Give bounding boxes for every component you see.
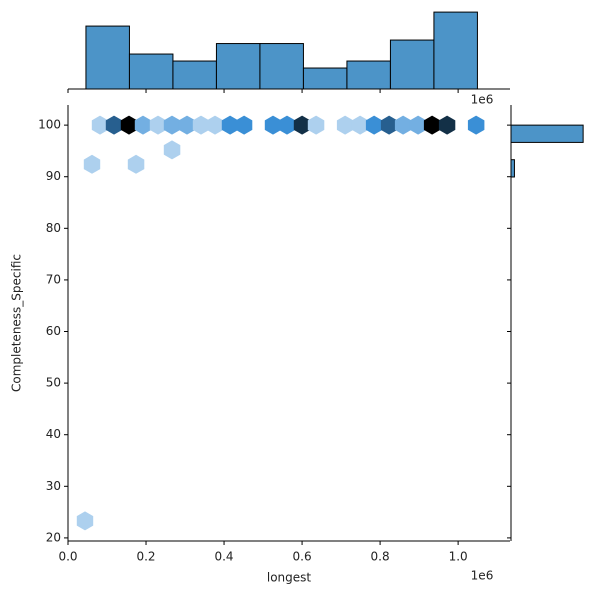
hexbin — [163, 140, 181, 160]
hexbin — [380, 115, 398, 135]
hexbin — [394, 115, 412, 135]
hexbin — [235, 115, 253, 135]
top-hist-bar — [128, 53, 174, 90]
hexbin — [105, 115, 123, 135]
x-offset-label: 1e6 — [471, 569, 494, 583]
hexbin — [438, 115, 456, 135]
top-offset-label: 1e6 — [471, 93, 494, 107]
hexbin — [409, 115, 427, 135]
y-tick-label: 60 — [46, 324, 61, 338]
right-hist-bar — [510, 124, 584, 143]
x-tick-label: 0.2 — [136, 550, 155, 564]
hexbin — [278, 115, 296, 135]
hexbin — [467, 115, 485, 135]
top-hist-bar — [302, 67, 348, 90]
y-tick-label: 30 — [46, 479, 61, 493]
x-tick-label: 0.0 — [58, 550, 77, 564]
hexbin — [83, 154, 101, 174]
hexbin — [293, 115, 311, 135]
hexbin — [206, 115, 224, 135]
top-hist-bar — [433, 11, 478, 90]
hexbin — [192, 115, 210, 135]
hexbin — [76, 511, 94, 531]
hexbin — [336, 115, 354, 135]
hexbin — [351, 115, 369, 135]
hexbin — [120, 115, 138, 135]
y-tick-label: 70 — [46, 272, 61, 286]
hexbin — [163, 115, 181, 135]
hexbin — [91, 115, 109, 135]
hexbin — [178, 115, 196, 135]
top-hist-bar — [85, 25, 130, 90]
hexbin — [423, 115, 441, 135]
y-tick-label: 50 — [46, 376, 61, 390]
hexbin — [264, 115, 282, 135]
hexbin — [365, 115, 383, 135]
top-hist-bar — [172, 60, 217, 90]
x-tick-label: 1.0 — [449, 550, 468, 564]
y-tick-label: 100 — [38, 118, 61, 132]
y-tick-label: 20 — [46, 530, 61, 544]
hexbin — [307, 115, 325, 135]
top-hist-bar — [389, 39, 435, 90]
top-hist-bar — [215, 43, 261, 90]
hexbin — [221, 115, 239, 135]
x-tick-label: 0.8 — [371, 550, 390, 564]
y-tick-label: 90 — [46, 169, 61, 183]
y-tick-label: 40 — [46, 427, 61, 441]
x-tick-label: 0.4 — [214, 550, 233, 564]
hexbin — [127, 154, 145, 174]
hexbin — [149, 115, 167, 135]
y-axis-label: Completeness_Specific — [10, 254, 24, 392]
x-tick-label: 0.6 — [293, 550, 312, 564]
top-hist-bar — [346, 60, 391, 90]
x-axis-label: longest — [267, 571, 312, 585]
top-hist-bar — [259, 43, 304, 90]
y-tick-label: 80 — [46, 221, 61, 235]
hexbin — [134, 115, 152, 135]
right-hist-bar — [510, 159, 515, 178]
